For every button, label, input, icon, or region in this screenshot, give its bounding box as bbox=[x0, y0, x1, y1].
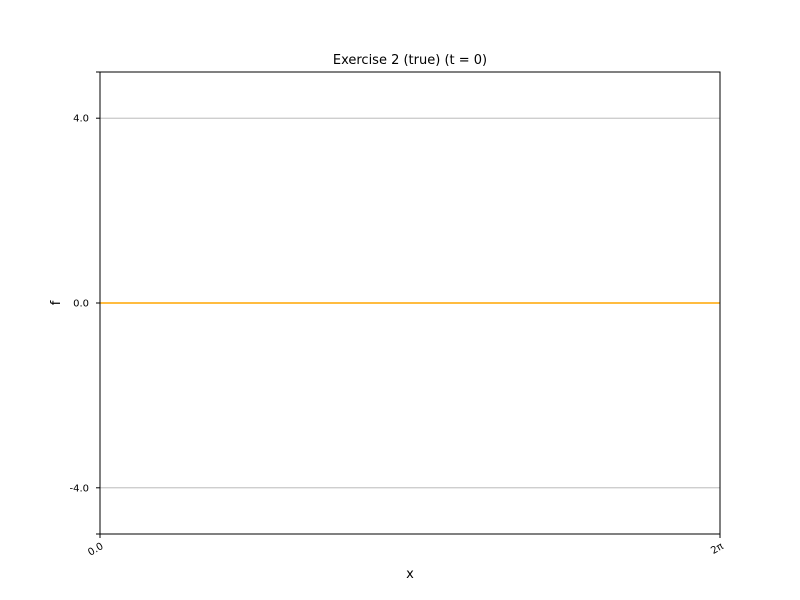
y-axis-label: f bbox=[49, 300, 64, 305]
y-tick-label: 4.0 bbox=[73, 114, 89, 125]
y-tick-label: 0.0 bbox=[73, 299, 89, 310]
x-axis-label: x bbox=[406, 567, 414, 582]
y-tick-label: -4.0 bbox=[69, 483, 89, 494]
x-tick-label: 2π bbox=[709, 541, 725, 557]
chart-title: Exercise 2 (true) (t = 0) bbox=[333, 53, 487, 68]
